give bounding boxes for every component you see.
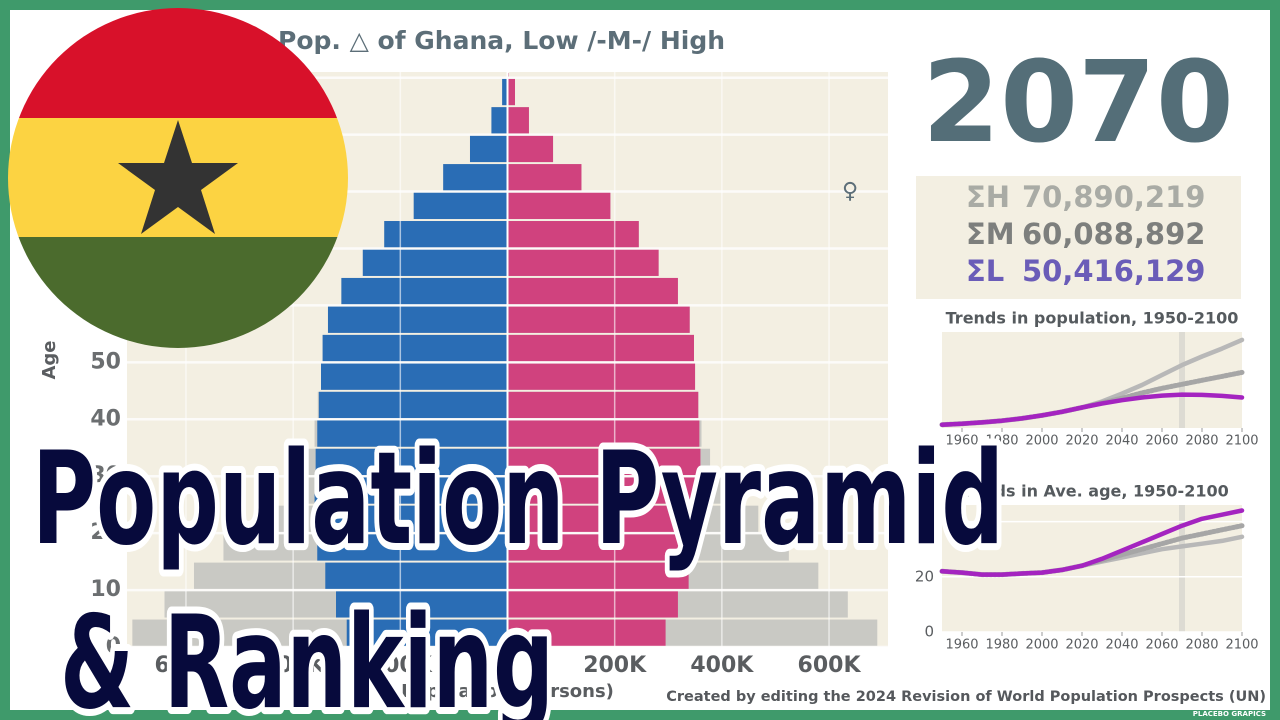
x-tick-label: 2080 bbox=[1185, 638, 1218, 653]
trend-line bbox=[939, 508, 1245, 577]
x-tick-label: 400K bbox=[262, 653, 326, 678]
x-tick-label: 2020 bbox=[1065, 434, 1098, 449]
pyramid-bar bbox=[507, 562, 689, 590]
pyramid-bar bbox=[507, 505, 701, 533]
flag-star bbox=[118, 120, 238, 234]
x-tick-label: 2040 bbox=[1105, 638, 1138, 653]
pyramid-bar bbox=[317, 420, 508, 447]
y-tick-label: 40 bbox=[915, 512, 934, 530]
pyramid-bar bbox=[317, 534, 508, 561]
total-value: 60,088,892 bbox=[1022, 217, 1205, 251]
pyramid-bar bbox=[507, 591, 678, 618]
x-tick-label: 2080 bbox=[1185, 434, 1218, 449]
trend-line bbox=[939, 392, 1245, 427]
pyramid-bar bbox=[507, 107, 529, 134]
overlay: Population Pyramid & Ranking bbox=[25, 418, 1011, 720]
pyramid-bar bbox=[469, 135, 508, 163]
pyramid-bar bbox=[507, 164, 582, 191]
y-tick-label: 40 bbox=[90, 406, 121, 431]
pyramid-bar bbox=[507, 306, 690, 333]
x-tick-label: 2060 bbox=[1145, 638, 1178, 653]
y-tick-label: 0 bbox=[924, 623, 934, 641]
current-year-band bbox=[1179, 332, 1185, 428]
pyramid-bar bbox=[384, 221, 508, 248]
x-tick-label: 1960 bbox=[945, 434, 978, 449]
x-tick-label: 1980 bbox=[985, 638, 1018, 653]
pyramid-bar bbox=[341, 277, 508, 305]
pyramid-bar bbox=[507, 363, 696, 390]
y-tick-label: 0 bbox=[106, 634, 121, 659]
y-tick-label: 50 bbox=[90, 349, 121, 374]
pyramid-bar bbox=[322, 334, 508, 362]
chart-title: Pop. △ of Ghana, Low /-M-/ High bbox=[278, 26, 725, 55]
pyramid-bar bbox=[507, 391, 699, 419]
x-tick-label: 1980 bbox=[985, 434, 1018, 449]
total-label: ΣL bbox=[966, 254, 1004, 288]
totals-box bbox=[916, 176, 1241, 299]
pyramid-bar bbox=[314, 477, 508, 504]
x-tick-label: 200K bbox=[369, 653, 433, 678]
pyramid-bar bbox=[507, 192, 611, 220]
pyramid-bar bbox=[491, 107, 508, 134]
current-year-band bbox=[1179, 505, 1185, 632]
pyramid-bar bbox=[507, 448, 701, 476]
x-tick-label: 400K bbox=[690, 653, 754, 678]
total-label: ΣH bbox=[966, 180, 1010, 214]
x-axis-label: Population (persons) bbox=[401, 681, 614, 702]
x-tick-label: 2000 bbox=[1025, 638, 1058, 653]
pyramid-bar bbox=[507, 78, 516, 106]
x-tick-label: 2100 bbox=[1225, 638, 1258, 653]
y-tick-label: 20 bbox=[90, 520, 121, 545]
x-tick-label: 1960 bbox=[945, 638, 978, 653]
pyramid-bar bbox=[507, 249, 659, 276]
pyramid-bar bbox=[346, 619, 508, 646]
pyramid-bar bbox=[507, 277, 678, 305]
pyramid-bar bbox=[362, 249, 508, 276]
pyramid-bar bbox=[443, 164, 508, 191]
pyramid-bar bbox=[507, 221, 639, 248]
chart-title: Trends in population, 1950-2100 bbox=[946, 309, 1239, 328]
x-tick-label: 2040 bbox=[1105, 434, 1138, 449]
total-label: ΣM bbox=[966, 217, 1015, 251]
x-tick-label: 600K bbox=[798, 653, 862, 678]
y-tick-label: 10 bbox=[90, 577, 121, 602]
pyramid-bar bbox=[336, 591, 508, 618]
annotation: ♀ bbox=[842, 179, 858, 204]
x-tick-label: 2060 bbox=[1145, 434, 1178, 449]
pyramid-bar bbox=[507, 135, 554, 163]
chart-title: Trends in Ave. age, 1950-2100 bbox=[955, 482, 1228, 501]
y-tick-label: 20 bbox=[915, 567, 934, 585]
total-value: 50,416,129 bbox=[1022, 254, 1205, 288]
year: 2070 bbox=[922, 38, 1234, 168]
pyramid-bar bbox=[325, 562, 508, 590]
headline: & Ranking bbox=[60, 589, 554, 720]
x-tick-label: 600K bbox=[154, 653, 218, 678]
pyramid-bar bbox=[507, 477, 702, 504]
pyramid-bar bbox=[507, 534, 698, 561]
pyramid-bar bbox=[413, 192, 508, 220]
watermark: PLACEBO GRAPICS bbox=[1193, 710, 1266, 718]
x-tick-label: 2000 bbox=[1025, 434, 1058, 449]
y-axis-label: Age bbox=[39, 340, 60, 379]
pyramid-bar bbox=[507, 619, 666, 646]
y-tick-label: 30 bbox=[90, 463, 121, 488]
total-value: 70,890,219 bbox=[1022, 180, 1205, 214]
pyramid-bar bbox=[314, 505, 508, 533]
pyramid-bar bbox=[315, 448, 508, 476]
pyramid-bar bbox=[318, 391, 508, 419]
pyramid-bar bbox=[327, 306, 508, 333]
pyramid-bar bbox=[502, 78, 508, 106]
x-tick-label: 200K bbox=[583, 653, 647, 678]
pyramid-bar bbox=[321, 363, 508, 390]
credit: Created by editing the 2024 Revision of … bbox=[666, 689, 1266, 705]
x-tick-label: 2100 bbox=[1225, 434, 1258, 449]
pyramid-bar bbox=[507, 334, 694, 362]
plot-area bbox=[942, 505, 1242, 632]
pyramid-bar bbox=[507, 420, 700, 447]
x-tick-label: 2020 bbox=[1065, 638, 1098, 653]
headline: Population Pyramid bbox=[32, 425, 1004, 574]
